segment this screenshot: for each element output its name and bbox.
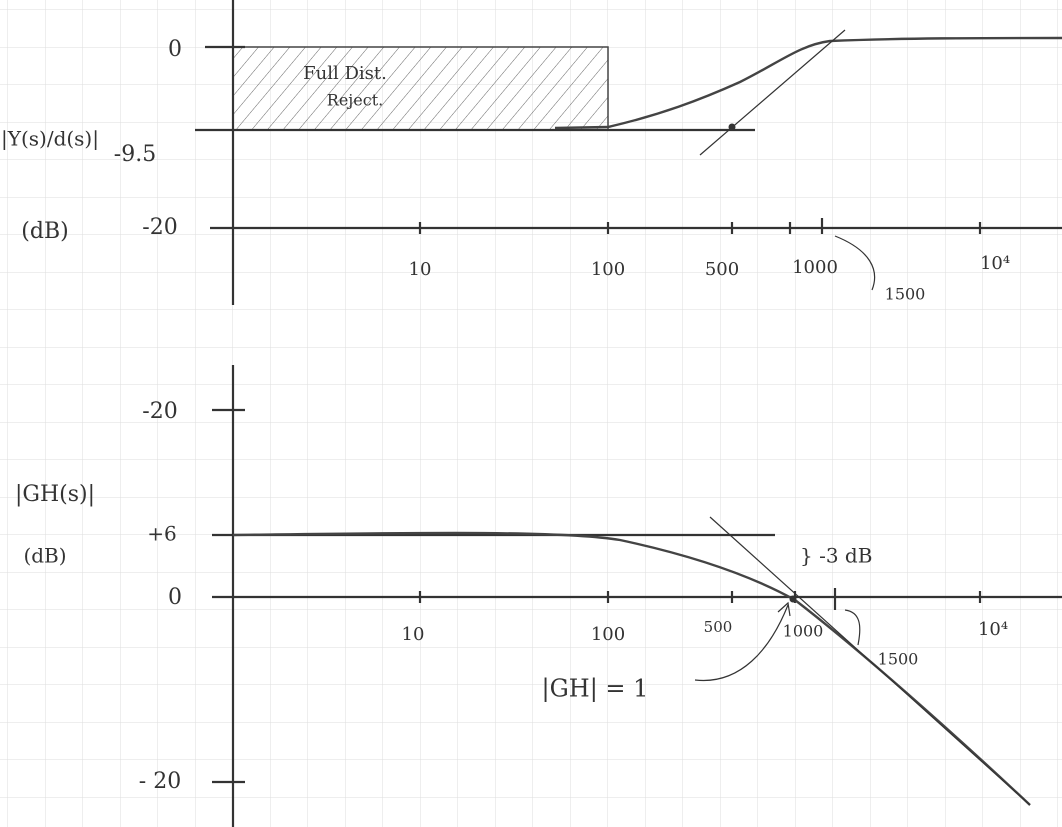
reject-region <box>232 46 609 131</box>
top-plot: Full Dist. Reject. |Y(s)/d(s)| (dB) 0 -9… <box>1 0 1062 305</box>
annotation: |GH| = 1 <box>542 675 649 704</box>
x-tick-label: 100 <box>591 624 625 645</box>
x-tick-label: 500 <box>705 259 739 280</box>
y-tick-label: -20 <box>142 399 177 424</box>
y-label: |GH(s)| <box>15 482 95 507</box>
region-label: Reject. <box>327 91 383 110</box>
annotation: } -3 dB <box>800 544 872 568</box>
break-point <box>728 123 736 131</box>
x-tick-label: 10⁴ <box>980 253 1010 274</box>
crossover-point <box>789 595 797 603</box>
y-tick-label: 0 <box>168 37 182 62</box>
bottom-plot: |GH(s)| (dB) -20 +6 0 - 20 10 100 500 10… <box>15 365 1062 827</box>
y-tick-label: 0 <box>168 585 182 610</box>
asymptote <box>709 516 1031 806</box>
annotation: 1500 <box>885 285 926 304</box>
x-tick-label: 10 <box>402 624 425 645</box>
y-tick-label: +6 <box>147 522 176 546</box>
x-tick-label: 100 <box>591 259 625 280</box>
arrow <box>694 601 791 682</box>
asymptote <box>699 29 846 156</box>
x-tick-label: 10 <box>409 259 432 280</box>
annotation: 1500 <box>878 650 919 669</box>
region-label: Full Dist. <box>303 63 387 84</box>
x-tick-label: 500 <box>704 618 733 636</box>
response-curve <box>554 36 1062 130</box>
y-tick-label: -20 <box>142 215 177 240</box>
pointer <box>844 609 861 646</box>
x-tick-label: 1000 <box>783 622 824 641</box>
y-label: |Y(s)/d(s)| <box>1 127 99 152</box>
y-tick-label: -9.5 <box>114 142 156 167</box>
y-unit: (dB) <box>23 544 66 568</box>
x-tick-label: 1000 <box>792 257 838 278</box>
loop-gain-curve <box>232 531 1031 806</box>
y-unit: (dB) <box>21 219 68 244</box>
x-tick-label: 10⁴ <box>978 619 1008 640</box>
y-tick-label: - 20 <box>139 769 181 794</box>
pointer <box>834 235 876 291</box>
